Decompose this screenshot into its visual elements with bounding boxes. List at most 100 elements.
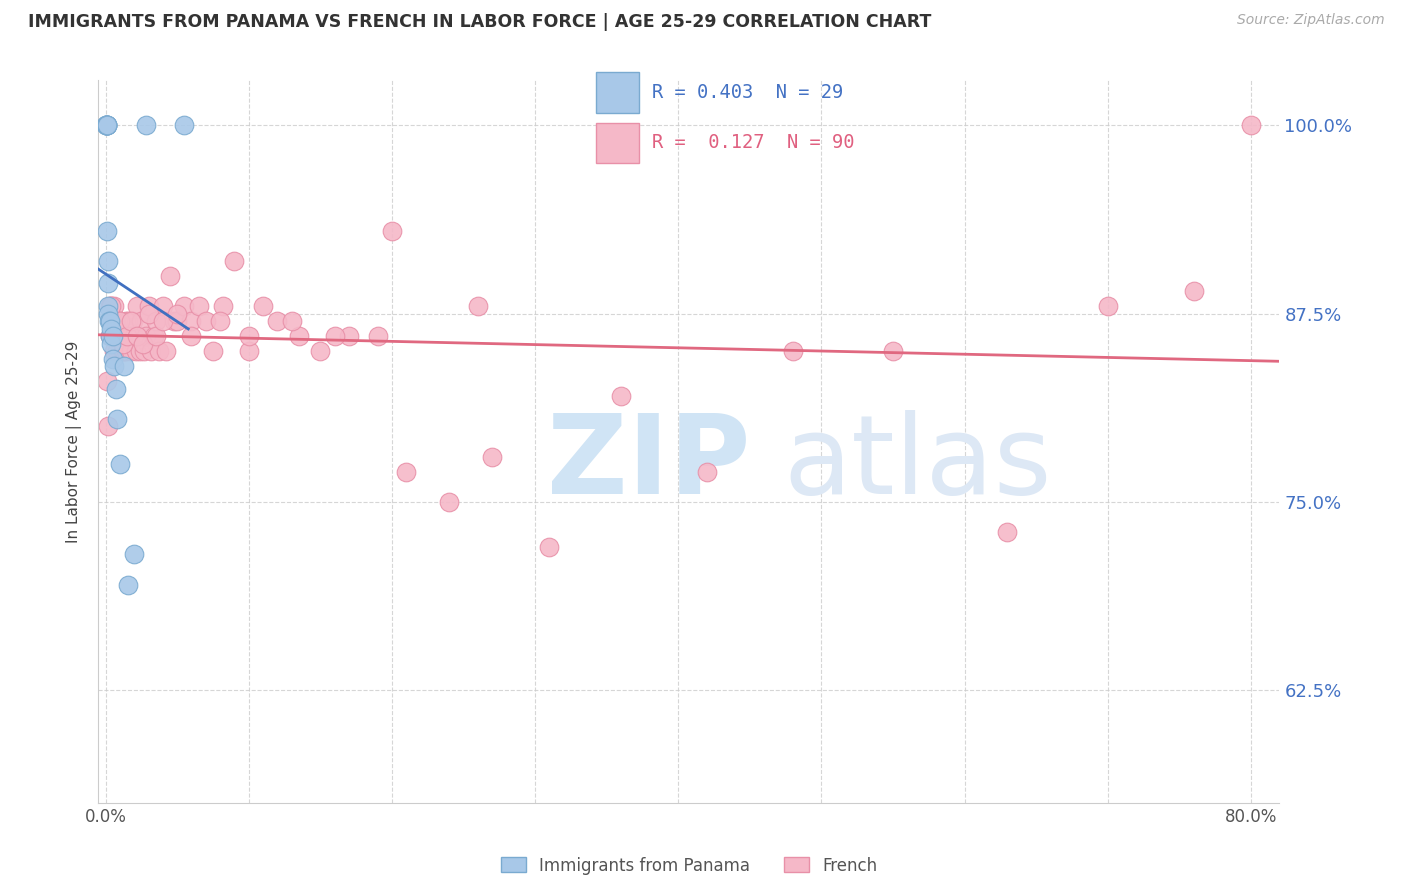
- Point: [96, 119, 118, 133]
- Point: [224, 254, 246, 268]
- Point: [115, 329, 138, 343]
- Text: Source: ZipAtlas.com: Source: ZipAtlas.com: [1237, 13, 1385, 28]
- Point: [101, 329, 124, 343]
- Point: [94, 119, 117, 133]
- Point: [173, 119, 195, 133]
- Point: [395, 465, 418, 479]
- Point: [108, 314, 131, 328]
- Point: [103, 344, 125, 359]
- Point: [1240, 119, 1263, 133]
- Point: [118, 329, 141, 343]
- Point: [201, 344, 224, 359]
- Point: [997, 524, 1019, 539]
- Point: [132, 336, 155, 351]
- Point: [437, 495, 460, 509]
- Point: [131, 314, 153, 328]
- Point: [103, 329, 125, 343]
- Point: [96, 119, 118, 133]
- Point: [112, 359, 135, 374]
- Y-axis label: In Labor Force | Age 25-29: In Labor Force | Age 25-29: [66, 341, 83, 542]
- Point: [100, 299, 122, 313]
- Point: [111, 336, 134, 351]
- Point: [143, 329, 166, 343]
- Point: [100, 321, 122, 335]
- Point: [100, 299, 122, 313]
- Point: [163, 314, 186, 328]
- Point: [105, 321, 128, 335]
- Point: [280, 314, 302, 328]
- Point: [138, 307, 160, 321]
- Point: [121, 314, 143, 328]
- Text: IMMIGRANTS FROM PANAMA VS FRENCH IN LABOR FORCE | AGE 25-29 CORRELATION CHART: IMMIGRANTS FROM PANAMA VS FRENCH IN LABO…: [28, 13, 932, 31]
- Point: [481, 450, 503, 464]
- Point: [108, 314, 131, 328]
- Point: [180, 329, 202, 343]
- Point: [103, 299, 125, 313]
- Point: [1097, 299, 1119, 313]
- Point: [696, 465, 718, 479]
- Point: [138, 299, 160, 313]
- Point: [125, 329, 148, 343]
- Point: [98, 299, 121, 313]
- Point: [187, 299, 209, 313]
- Point: [134, 344, 156, 359]
- Point: [108, 457, 131, 471]
- Point: [107, 314, 129, 328]
- Point: [166, 307, 188, 321]
- Text: atlas: atlas: [783, 409, 1052, 516]
- Point: [145, 314, 167, 328]
- Point: [96, 119, 118, 133]
- Point: [125, 299, 148, 313]
- Point: [155, 344, 177, 359]
- Point: [122, 548, 145, 562]
- Point: [97, 277, 120, 291]
- Point: [323, 329, 346, 343]
- Point: [381, 224, 404, 238]
- Point: [105, 329, 128, 343]
- Point: [96, 119, 118, 133]
- Point: [97, 419, 120, 434]
- Point: [104, 382, 127, 396]
- Point: [114, 314, 136, 328]
- Point: [288, 329, 311, 343]
- Point: [96, 119, 118, 133]
- Point: [97, 307, 120, 321]
- Point: [152, 299, 174, 313]
- Point: [111, 344, 134, 359]
- Point: [266, 314, 288, 328]
- Point: [105, 412, 128, 426]
- Point: [108, 329, 131, 343]
- Point: [252, 299, 274, 313]
- Point: [135, 329, 157, 343]
- Point: [117, 577, 139, 591]
- Point: [98, 314, 121, 328]
- Point: [238, 344, 260, 359]
- Point: [104, 329, 127, 343]
- Point: [467, 299, 489, 313]
- Point: [115, 329, 138, 343]
- Point: [882, 344, 904, 359]
- Point: [117, 314, 139, 328]
- Point: [114, 344, 136, 359]
- Point: [209, 314, 232, 328]
- Point: [145, 329, 167, 343]
- Point: [101, 351, 124, 366]
- Point: [105, 344, 128, 359]
- FancyBboxPatch shape: [596, 122, 640, 162]
- Point: [111, 329, 134, 343]
- Point: [124, 344, 146, 359]
- Point: [120, 344, 142, 359]
- Point: [96, 119, 118, 133]
- Point: [1182, 284, 1205, 298]
- Point: [103, 359, 125, 374]
- Point: [367, 329, 389, 343]
- Point: [122, 329, 145, 343]
- Point: [180, 314, 202, 328]
- Point: [100, 336, 122, 351]
- Point: [120, 314, 142, 328]
- Point: [129, 344, 152, 359]
- Point: [98, 329, 121, 343]
- Point: [96, 119, 118, 133]
- Point: [98, 329, 121, 343]
- Point: [212, 299, 235, 313]
